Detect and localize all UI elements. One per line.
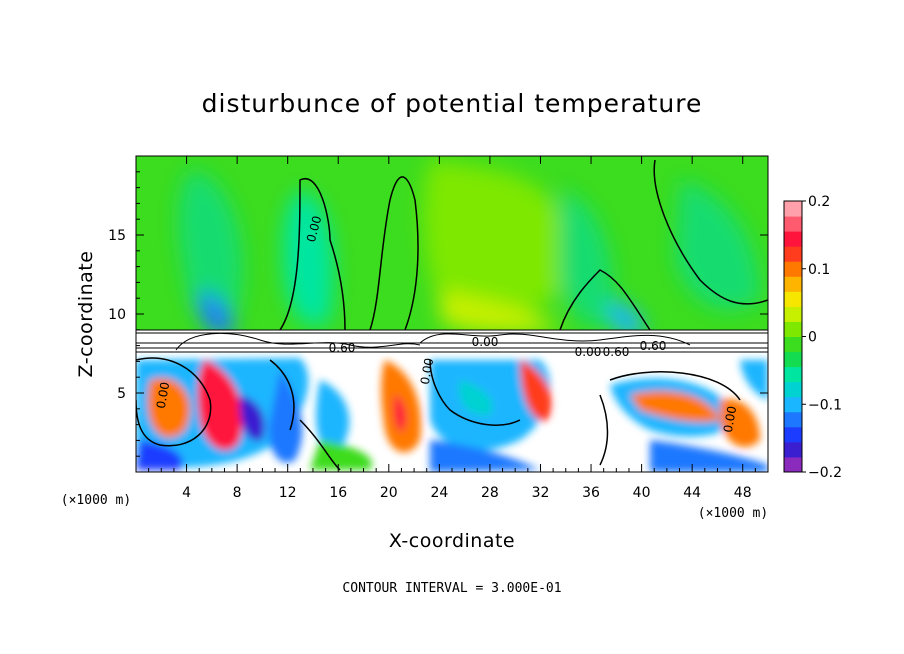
contour-label: 0.00 [721, 405, 739, 434]
colorbar-swatch [784, 426, 802, 443]
x-tick-label: 28 [481, 485, 499, 501]
colorbar-swatch [784, 366, 802, 383]
x-unit-left: (×1000 m) [61, 493, 131, 508]
z-tick-label: 15 [108, 228, 126, 244]
band-contour-lines [136, 329, 768, 353]
x-tick-label: 4 [182, 485, 191, 501]
colorbar-swatch [784, 441, 802, 458]
x-tick-label: 44 [683, 485, 701, 501]
x-unit-right: (×1000 m) [698, 506, 768, 521]
upper-field-structures [178, 160, 760, 337]
colorbar-swatch [784, 411, 802, 428]
contour-label: 0.00 [304, 214, 324, 243]
colorbar-swatch [784, 336, 802, 353]
colorbar-swatch [784, 321, 802, 337]
contour-label: 0.00 [472, 335, 499, 349]
x-tick-label: 40 [633, 485, 651, 501]
contour-label: 0.60 [640, 339, 667, 353]
x-tick-label: 20 [380, 485, 398, 501]
colorbar-swatch [784, 306, 802, 322]
contour-label: 0.00 [154, 381, 172, 410]
x-tick-label: 36 [582, 485, 600, 501]
colorbar-swatch [784, 231, 802, 247]
z-tick-label: 5 [117, 386, 126, 402]
colorbar-swatch [784, 246, 802, 262]
contour-lines [136, 159, 768, 471]
colorbar-tick-label: −0.1 [808, 397, 842, 413]
colorbar-swatch [784, 216, 802, 232]
z-tick-label: 10 [108, 307, 126, 323]
x-tick-label: 12 [279, 485, 297, 501]
colorbar-swatch [784, 396, 802, 413]
colorbar-tick-label: −0.2 [808, 465, 842, 481]
colorbar-swatch [784, 291, 802, 307]
contour-label: 0.60 [329, 341, 356, 355]
z-axis: 5 10 15 [108, 171, 768, 457]
colorbar-swatch [784, 351, 802, 368]
contour-label: 0.00 [575, 345, 602, 359]
x-tick-label: 32 [532, 485, 550, 501]
z-axis-label: Z-coordinate [75, 251, 97, 378]
colorbar-swatch [784, 456, 802, 473]
colorbar-swatch [784, 261, 802, 277]
x-axis: 4 8 12 16 20 24 28 32 36 40 44 48 [148, 156, 756, 501]
contour-labels: 0.000.60 0.600.000.000.600.000.000.00 [154, 214, 739, 433]
x-tick-label: 24 [430, 485, 448, 501]
heatmap-field [136, 156, 768, 472]
colorbar-swatch [784, 276, 802, 292]
colorbar-tick-label: 0.2 [808, 194, 830, 210]
contour-interval: CONTOUR INTERVAL = 3.000E-01 [342, 581, 561, 596]
colorbar-swatch [784, 381, 802, 398]
x-tick-label: 48 [734, 485, 752, 501]
x-tick-label: 16 [329, 485, 347, 501]
colorbar-tick-label: 0 [808, 330, 817, 346]
contour-label: 0.60 [603, 345, 630, 359]
transition-band [136, 330, 768, 352]
lower-field-structures [136, 358, 768, 472]
contour-label: 0.00 [418, 357, 436, 386]
colorbar-swatch [784, 201, 802, 217]
colorbar-tick-label: 0.1 [808, 262, 830, 278]
x-axis-label: X-coordinate [389, 530, 515, 552]
colorbar: 0.2 0.1 0 −0.1 −0.2 [783, 194, 842, 481]
chart-title: disturbunce of potential temperature [202, 89, 703, 118]
x-tick-label: 8 [233, 485, 242, 501]
